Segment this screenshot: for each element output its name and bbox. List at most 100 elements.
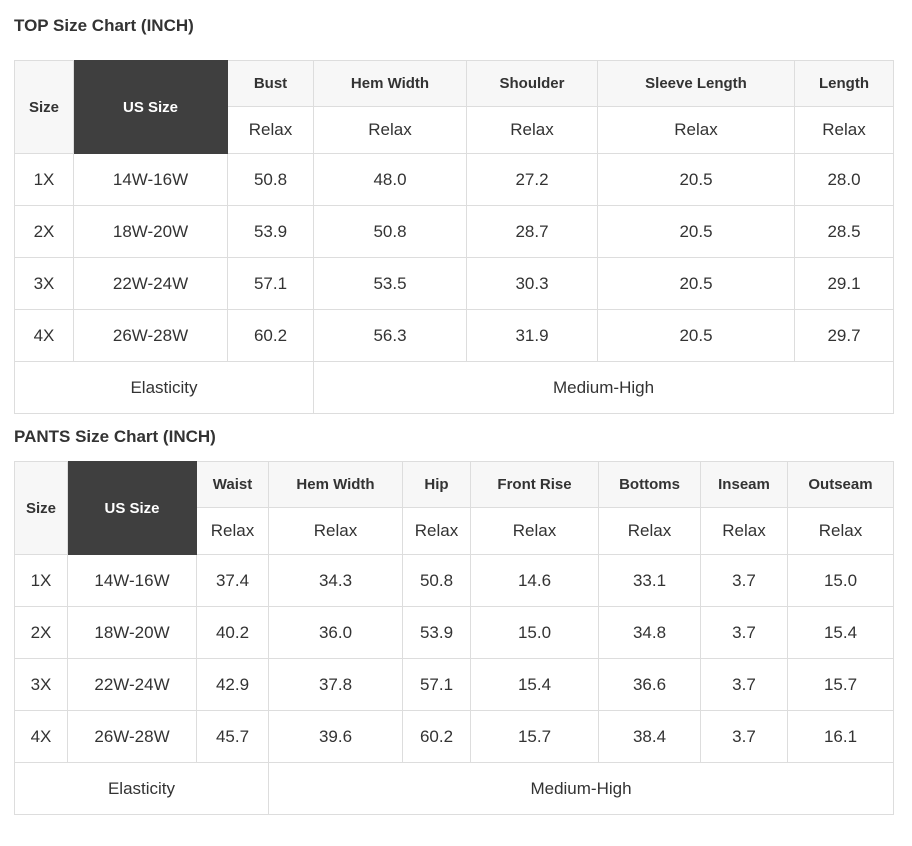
column-header-shoulder: Shoulder bbox=[466, 60, 598, 107]
value-cell: 30.3 bbox=[466, 257, 598, 310]
relax-subheader: Relax bbox=[402, 507, 471, 555]
value-cell: 40.2 bbox=[196, 606, 269, 659]
relax-subheader: Relax bbox=[268, 507, 403, 555]
value-cell: 60.2 bbox=[402, 710, 471, 763]
us-size-cell: 14W-16W bbox=[73, 153, 228, 206]
value-cell: 36.0 bbox=[268, 606, 403, 659]
value-cell: 15.0 bbox=[470, 606, 599, 659]
value-cell: 60.2 bbox=[227, 309, 314, 362]
value-cell: 56.3 bbox=[313, 309, 467, 362]
column-header-outseam: Outseam bbox=[787, 461, 894, 508]
elasticity-value-cell: Medium-High bbox=[313, 361, 894, 414]
value-cell: 42.9 bbox=[196, 658, 269, 711]
us-size-column-header: US Size bbox=[67, 461, 197, 555]
value-cell: 53.5 bbox=[313, 257, 467, 310]
value-cell: 27.2 bbox=[466, 153, 598, 206]
top-size-chart-table: Size US Size Bust Hem Width Shoulder Sle… bbox=[14, 60, 894, 414]
value-cell: 37.4 bbox=[196, 554, 269, 607]
value-cell: 20.5 bbox=[597, 257, 795, 310]
column-header-front-rise: Front Rise bbox=[470, 461, 599, 508]
value-cell: 53.9 bbox=[227, 205, 314, 258]
table-row: 3X 22W-24W 57.1 53.5 30.3 20.5 29.1 bbox=[14, 257, 894, 310]
value-cell: 50.8 bbox=[227, 153, 314, 206]
column-header-hem-width: Hem Width bbox=[268, 461, 403, 508]
relax-subheader: Relax bbox=[227, 106, 314, 154]
us-size-cell: 14W-16W bbox=[67, 554, 197, 607]
value-cell: 14.6 bbox=[470, 554, 599, 607]
relax-subheader: Relax bbox=[700, 507, 788, 555]
size-column-header: Size bbox=[14, 461, 68, 555]
column-header-bust: Bust bbox=[227, 60, 314, 107]
table-row: 1X 14W-16W 37.4 34.3 50.8 14.6 33.1 3.7 … bbox=[14, 554, 894, 607]
value-cell: 16.1 bbox=[787, 710, 894, 763]
size-cell: 1X bbox=[14, 554, 68, 607]
table-row: 3X 22W-24W 42.9 37.8 57.1 15.4 36.6 3.7 … bbox=[14, 658, 894, 711]
us-size-cell: 22W-24W bbox=[67, 658, 197, 711]
value-cell: 57.1 bbox=[402, 658, 471, 711]
relax-subheader: Relax bbox=[598, 507, 701, 555]
size-cell: 3X bbox=[14, 257, 74, 310]
column-header-hip: Hip bbox=[402, 461, 471, 508]
value-cell: 57.1 bbox=[227, 257, 314, 310]
us-size-cell: 18W-20W bbox=[67, 606, 197, 659]
column-header-hem-width: Hem Width bbox=[313, 60, 467, 107]
size-cell: 2X bbox=[14, 205, 74, 258]
table-row: 2X 18W-20W 40.2 36.0 53.9 15.0 34.8 3.7 … bbox=[14, 606, 894, 659]
value-cell: 15.4 bbox=[470, 658, 599, 711]
value-cell: 15.4 bbox=[787, 606, 894, 659]
relax-subheader: Relax bbox=[794, 106, 894, 154]
value-cell: 34.3 bbox=[268, 554, 403, 607]
relax-subheader: Relax bbox=[466, 106, 598, 154]
elasticity-label-cell: Elasticity bbox=[14, 361, 314, 414]
value-cell: 20.5 bbox=[597, 309, 795, 362]
relax-subheader: Relax bbox=[470, 507, 599, 555]
elasticity-label-cell: Elasticity bbox=[14, 762, 269, 815]
table-row: 4X 26W-28W 60.2 56.3 31.9 20.5 29.7 bbox=[14, 309, 894, 362]
elasticity-row: Elasticity Medium-High bbox=[14, 361, 894, 414]
value-cell: 20.5 bbox=[597, 153, 795, 206]
value-cell: 36.6 bbox=[598, 658, 701, 711]
value-cell: 53.9 bbox=[402, 606, 471, 659]
value-cell: 15.0 bbox=[787, 554, 894, 607]
column-header-sleeve-length: Sleeve Length bbox=[597, 60, 795, 107]
header-row: Size US Size Waist Hem Width Hip Front R… bbox=[14, 461, 894, 555]
value-cell: 3.7 bbox=[700, 710, 788, 763]
elasticity-row: Elasticity Medium-High bbox=[14, 762, 894, 815]
size-cell: 1X bbox=[14, 153, 74, 206]
table-row: 1X 14W-16W 50.8 48.0 27.2 20.5 28.0 bbox=[14, 153, 894, 206]
table-row: 4X 26W-28W 45.7 39.6 60.2 15.7 38.4 3.7 … bbox=[14, 710, 894, 763]
value-cell: 3.7 bbox=[700, 606, 788, 659]
subheader-row: Relax Relax Relax Relax Relax Relax Rela… bbox=[15, 507, 894, 555]
subheader-row: Relax Relax Relax Relax Relax bbox=[15, 106, 894, 154]
us-size-column-header: US Size bbox=[73, 60, 228, 154]
relax-subheader: Relax bbox=[597, 106, 795, 154]
us-size-cell: 26W-28W bbox=[67, 710, 197, 763]
value-cell: 15.7 bbox=[470, 710, 599, 763]
relax-subheader: Relax bbox=[196, 507, 269, 555]
size-cell: 4X bbox=[14, 309, 74, 362]
value-cell: 31.9 bbox=[466, 309, 598, 362]
table-row: 2X 18W-20W 53.9 50.8 28.7 20.5 28.5 bbox=[14, 205, 894, 258]
relax-subheader: Relax bbox=[787, 507, 894, 555]
value-cell: 28.0 bbox=[794, 153, 894, 206]
value-cell: 20.5 bbox=[597, 205, 795, 258]
value-cell: 3.7 bbox=[700, 554, 788, 607]
us-size-cell: 26W-28W bbox=[73, 309, 228, 362]
header-row: Size US Size Bust Hem Width Shoulder Sle… bbox=[14, 60, 894, 154]
value-cell: 28.5 bbox=[794, 205, 894, 258]
value-cell: 29.1 bbox=[794, 257, 894, 310]
top-chart-title: TOP Size Chart (INCH) bbox=[14, 16, 194, 35]
value-cell: 28.7 bbox=[466, 205, 598, 258]
column-header-inseam: Inseam bbox=[700, 461, 788, 508]
value-cell: 15.7 bbox=[787, 658, 894, 711]
value-cell: 33.1 bbox=[598, 554, 701, 607]
value-cell: 34.8 bbox=[598, 606, 701, 659]
column-header-waist: Waist bbox=[196, 461, 269, 508]
us-size-cell: 18W-20W bbox=[73, 205, 228, 258]
relax-subheader: Relax bbox=[313, 106, 467, 154]
size-cell: 3X bbox=[14, 658, 68, 711]
value-cell: 39.6 bbox=[268, 710, 403, 763]
elasticity-value-cell: Medium-High bbox=[268, 762, 894, 815]
value-cell: 50.8 bbox=[313, 205, 467, 258]
value-cell: 29.7 bbox=[794, 309, 894, 362]
